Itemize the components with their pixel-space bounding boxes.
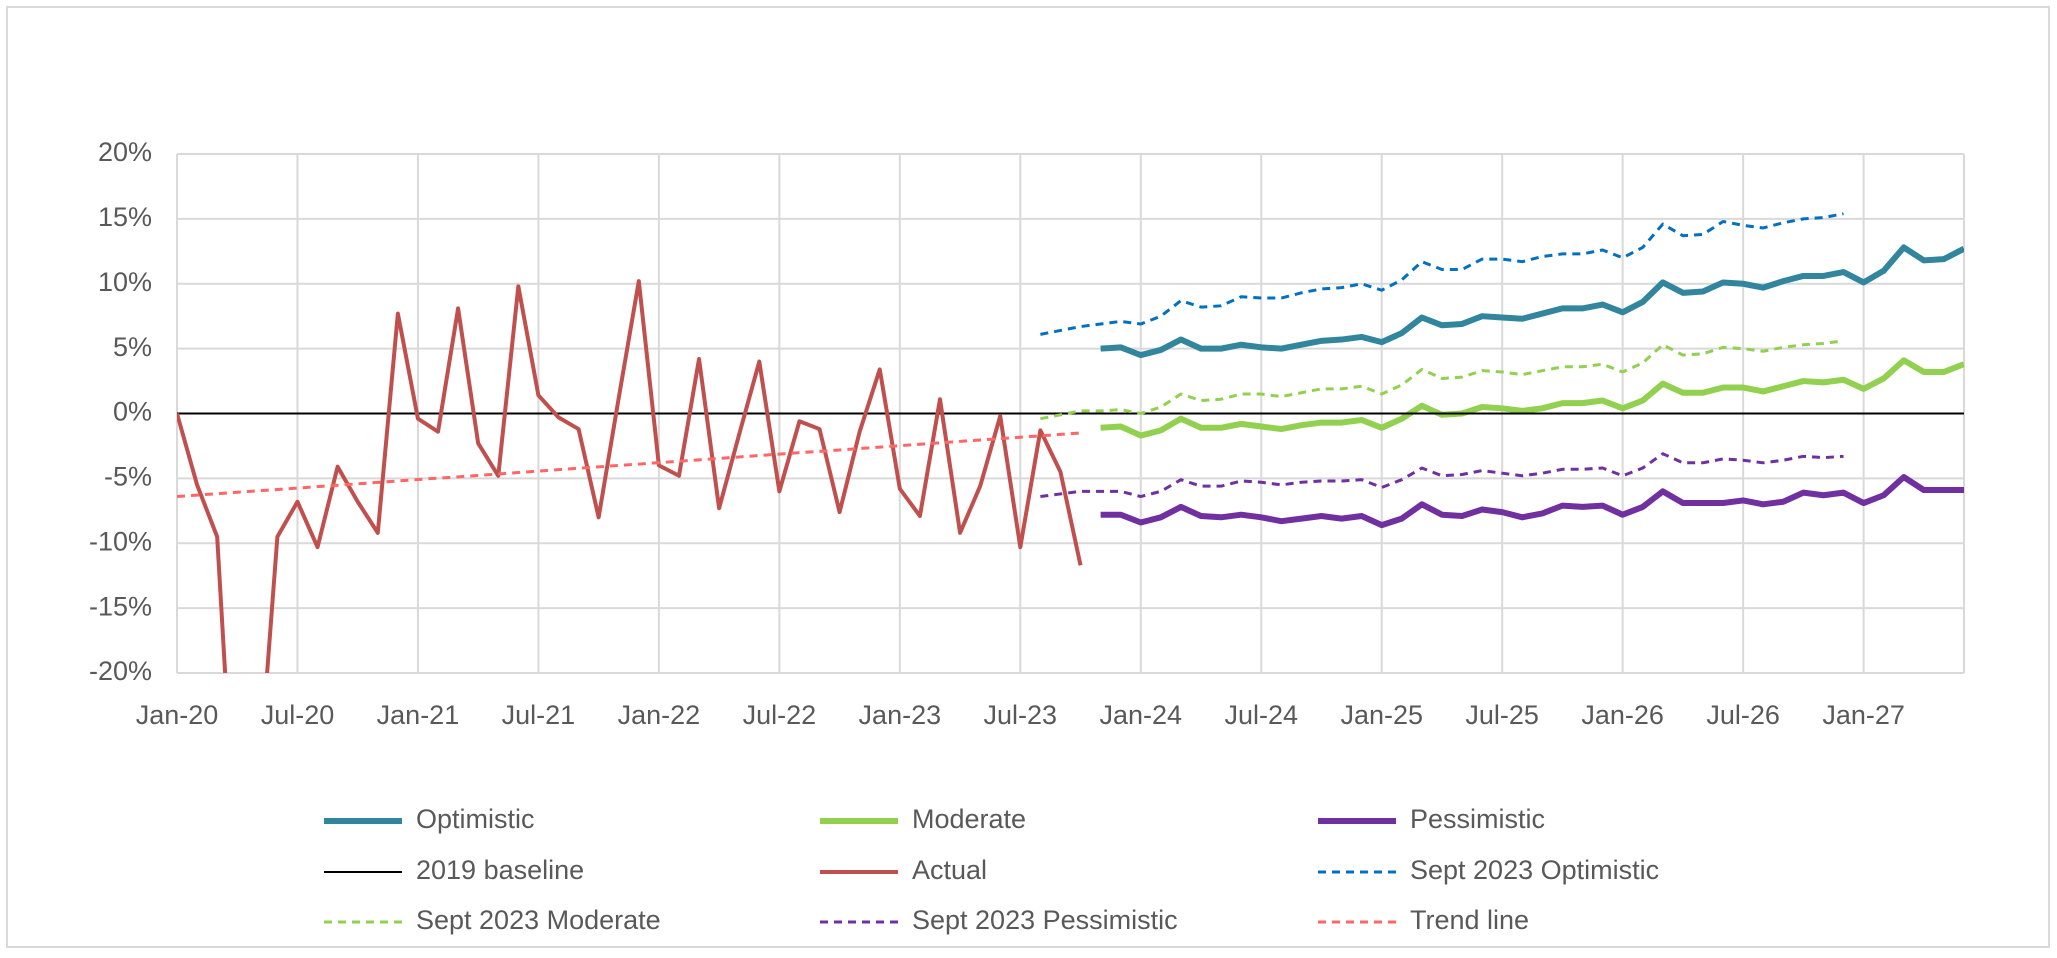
axis-labels: -20% -15% -10% -5% 0% 5% 10% 15% 20% Jan-20 Jul-20…: [89, 137, 1905, 730]
y-tick-label: 20%: [98, 137, 152, 167]
legend-label: Sept 2023 Moderate: [416, 905, 661, 935]
x-tick-label: Jul-20: [261, 700, 335, 730]
series-line: [177, 279, 1083, 673]
y-tick-label: -10%: [89, 526, 152, 556]
x-tick-label: Jan-22: [618, 700, 701, 730]
x-tick-label: Jul-23: [984, 700, 1058, 730]
series-line: [1100, 357, 1964, 439]
legend-label: Moderate: [912, 804, 1026, 834]
series-line: [1040, 212, 1844, 336]
y-tick-label: -5%: [104, 462, 152, 492]
y-tick-label: -20%: [89, 656, 152, 686]
x-tick-label: Jul-25: [1465, 700, 1539, 730]
x-tick-label: Jan-21: [377, 700, 460, 730]
series-line: [1100, 244, 1964, 359]
series-line: [1040, 339, 1844, 421]
x-tick-label: Jan-24: [1099, 700, 1182, 730]
y-tick-label: 10%: [98, 267, 152, 297]
x-tick-label: Jan-27: [1822, 700, 1905, 730]
legend: Optimistic Moderate Pessimistic 2019 baseli…: [324, 804, 1659, 935]
chart-frame: [6, 6, 2050, 948]
legend-label: 2019 baseline: [416, 855, 584, 885]
legend-label: Sept 2023 Pessimistic: [912, 905, 1178, 935]
x-tick-label: Jul-21: [502, 700, 576, 730]
x-tick-label: Jan-26: [1581, 700, 1664, 730]
series-line: [177, 431, 1081, 499]
x-tick-label: Jul-24: [1224, 700, 1298, 730]
x-tick-label: Jan-20: [136, 700, 219, 730]
legend-label: Sept 2023 Optimistic: [1410, 855, 1659, 885]
x-tick-label: Jul-26: [1706, 700, 1780, 730]
series-line: [1100, 474, 1964, 529]
y-tick-label: 0%: [113, 397, 152, 427]
x-tick-label: Jul-22: [743, 700, 817, 730]
y-tick-label: 5%: [113, 332, 152, 362]
legend-label: Pessimistic: [1410, 804, 1545, 834]
x-tick-label: Jan-23: [859, 700, 942, 730]
y-tick-label: 15%: [98, 202, 152, 232]
legend-label: Trend line: [1410, 905, 1529, 935]
series-area: [177, 212, 1964, 673]
legend-label: Optimistic: [416, 804, 535, 834]
x-tick-label: Jan-25: [1340, 700, 1423, 730]
y-tick-label: -15%: [89, 591, 152, 621]
legend-label: Actual: [912, 855, 987, 885]
